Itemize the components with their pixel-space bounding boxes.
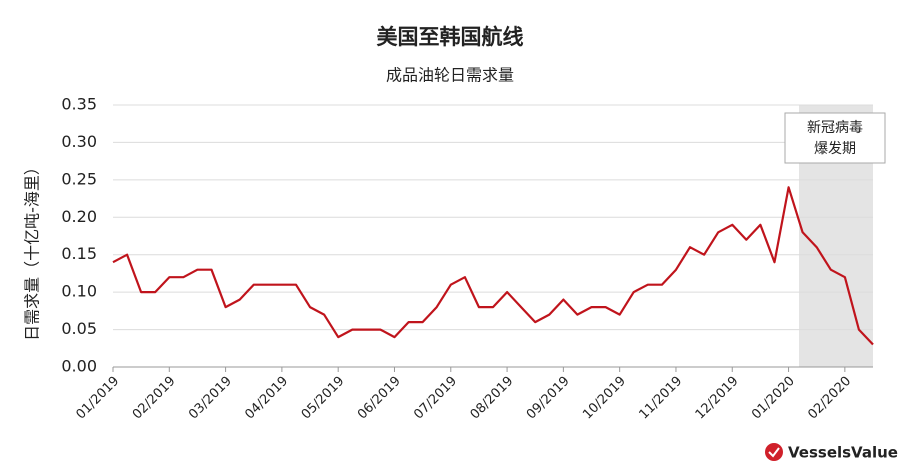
annotation: 新冠病毒 [807,120,863,136]
y-tick-label: 0.05 [61,319,97,338]
chart-subtitle: 成品油轮日需求量 [386,66,514,85]
x-tick-label: 09/2019 [524,374,573,423]
annotation: 爆发期 [814,141,856,157]
x-tick-label: 06/2019 [355,374,404,423]
y-tick-label: 0.00 [61,357,97,376]
x-tick-label: 01/2019 [74,374,123,423]
data-line [112,186,874,346]
x-tick-label: 04/2019 [242,374,291,423]
y-tick-label: 0.10 [61,282,97,301]
x-tick-label: 02/2019 [130,374,179,423]
logo-check [768,447,780,458]
x-tick-label: 12/2019 [693,374,742,423]
chart-title: 美国至韩国航线 [377,25,524,49]
x-tick-label: 10/2019 [580,374,629,423]
y-tick-label: 0.35 [61,95,97,114]
y-tick-label: 0.20 [61,207,97,226]
x-tick-label: 08/2019 [468,374,517,423]
y-axis-label: 日需求量（十亿吨-海里） [23,159,42,341]
x-tick-label: 05/2019 [299,374,348,423]
y-tick-label: 0.15 [61,244,97,263]
y-tick-label: 0.25 [61,169,97,188]
x-tick-label: 07/2019 [411,374,460,423]
y-tick-label: 0.30 [61,132,97,151]
x-tick-label: 02/2020 [805,374,854,423]
source-logo: VesselsValue [788,444,898,462]
x-tick-label: 01/2020 [749,374,798,423]
logo-icon [765,443,783,461]
x-tick-label: 03/2019 [186,374,235,423]
x-tick-label: 11/2019 [636,374,685,423]
annotation-box [784,112,886,164]
